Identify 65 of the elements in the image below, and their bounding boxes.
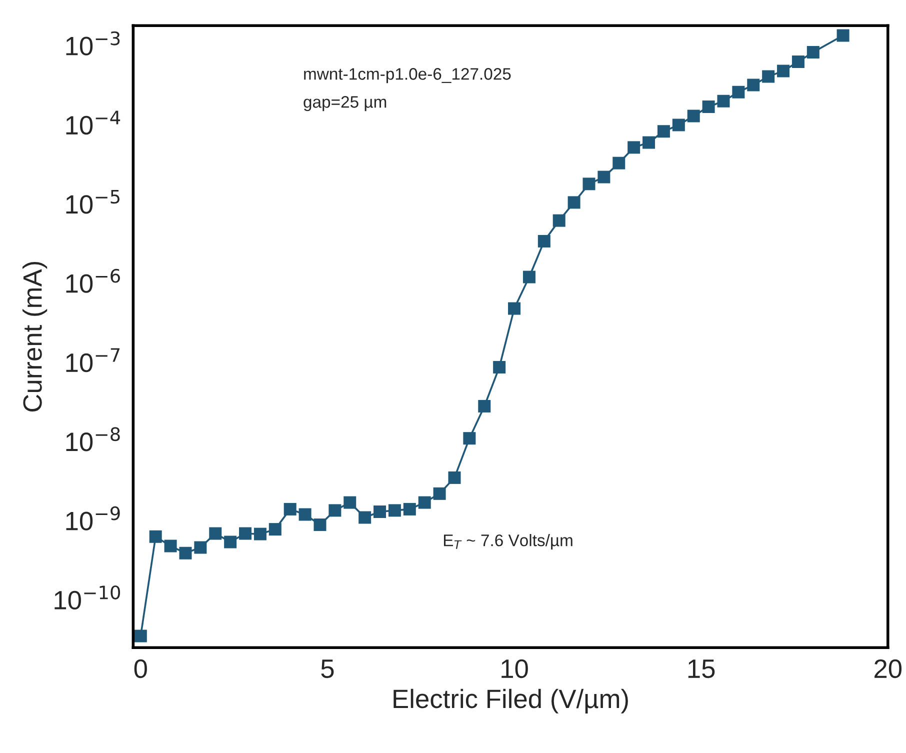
point <box>268 523 282 536</box>
point <box>657 125 670 138</box>
point <box>149 530 162 543</box>
point <box>179 546 192 560</box>
point <box>298 508 312 521</box>
x-tick-label: 20 <box>874 659 902 678</box>
point <box>552 214 566 227</box>
point <box>762 70 775 83</box>
point <box>478 400 491 412</box>
point <box>628 141 640 154</box>
point <box>508 302 521 315</box>
point <box>224 536 237 548</box>
point <box>582 178 596 190</box>
point <box>792 55 804 68</box>
point <box>642 136 656 149</box>
y-tick-label: 10$^{−7}$ <box>66 348 120 372</box>
y-tick-label: 10$^{−9}$ <box>66 506 120 530</box>
point <box>777 64 790 78</box>
y-tick-label: 10$^{−10}$ <box>54 585 120 610</box>
point <box>463 432 476 445</box>
point <box>254 528 266 540</box>
x-tick-label: 10 <box>502 659 528 678</box>
point <box>134 630 147 642</box>
point <box>717 94 730 108</box>
point <box>239 527 252 540</box>
annotation: mwnt-1cm-p1.0e-6_127.025 <box>304 68 511 84</box>
y-axis-title: Current (mA) <box>22 262 48 412</box>
point <box>612 156 626 170</box>
point <box>538 234 550 248</box>
point <box>672 118 685 132</box>
point <box>433 487 446 500</box>
x-tick-label: 15 <box>688 660 715 678</box>
point <box>344 496 356 509</box>
x-axis-title: Electric Filed (V/µm) <box>394 688 628 714</box>
y-tick-label: 10$^{−5}$ <box>66 190 120 214</box>
point <box>418 496 431 509</box>
point <box>522 270 536 284</box>
point <box>164 540 177 552</box>
point <box>806 46 820 58</box>
point <box>209 527 222 540</box>
x-tick-label: 0 <box>134 659 147 678</box>
point <box>403 502 416 516</box>
point <box>374 505 386 518</box>
y-tick-label: 10$^{−3}$ <box>66 31 120 56</box>
point <box>314 518 326 532</box>
point <box>388 504 401 517</box>
point <box>568 196 580 209</box>
x-tick-label: 5 <box>321 660 334 678</box>
y-tick-label: 10$^{−4}$ <box>66 110 120 135</box>
point <box>747 78 760 92</box>
annotation: gap=25 µm <box>304 96 386 112</box>
point <box>598 170 610 184</box>
point <box>493 360 506 374</box>
point <box>358 511 372 524</box>
point <box>702 100 715 113</box>
point <box>284 502 296 516</box>
point <box>448 471 461 484</box>
point <box>328 504 342 517</box>
y-tick-label: 10$^{−6}$ <box>66 268 120 293</box>
point <box>732 86 745 98</box>
point <box>836 29 850 42</box>
y-tick-label: 10$^{−8}$ <box>66 427 120 452</box>
point <box>194 541 207 554</box>
annotation: E$_{T}$ ~ 7.6 Volts/µm <box>444 534 572 550</box>
point <box>687 110 700 122</box>
